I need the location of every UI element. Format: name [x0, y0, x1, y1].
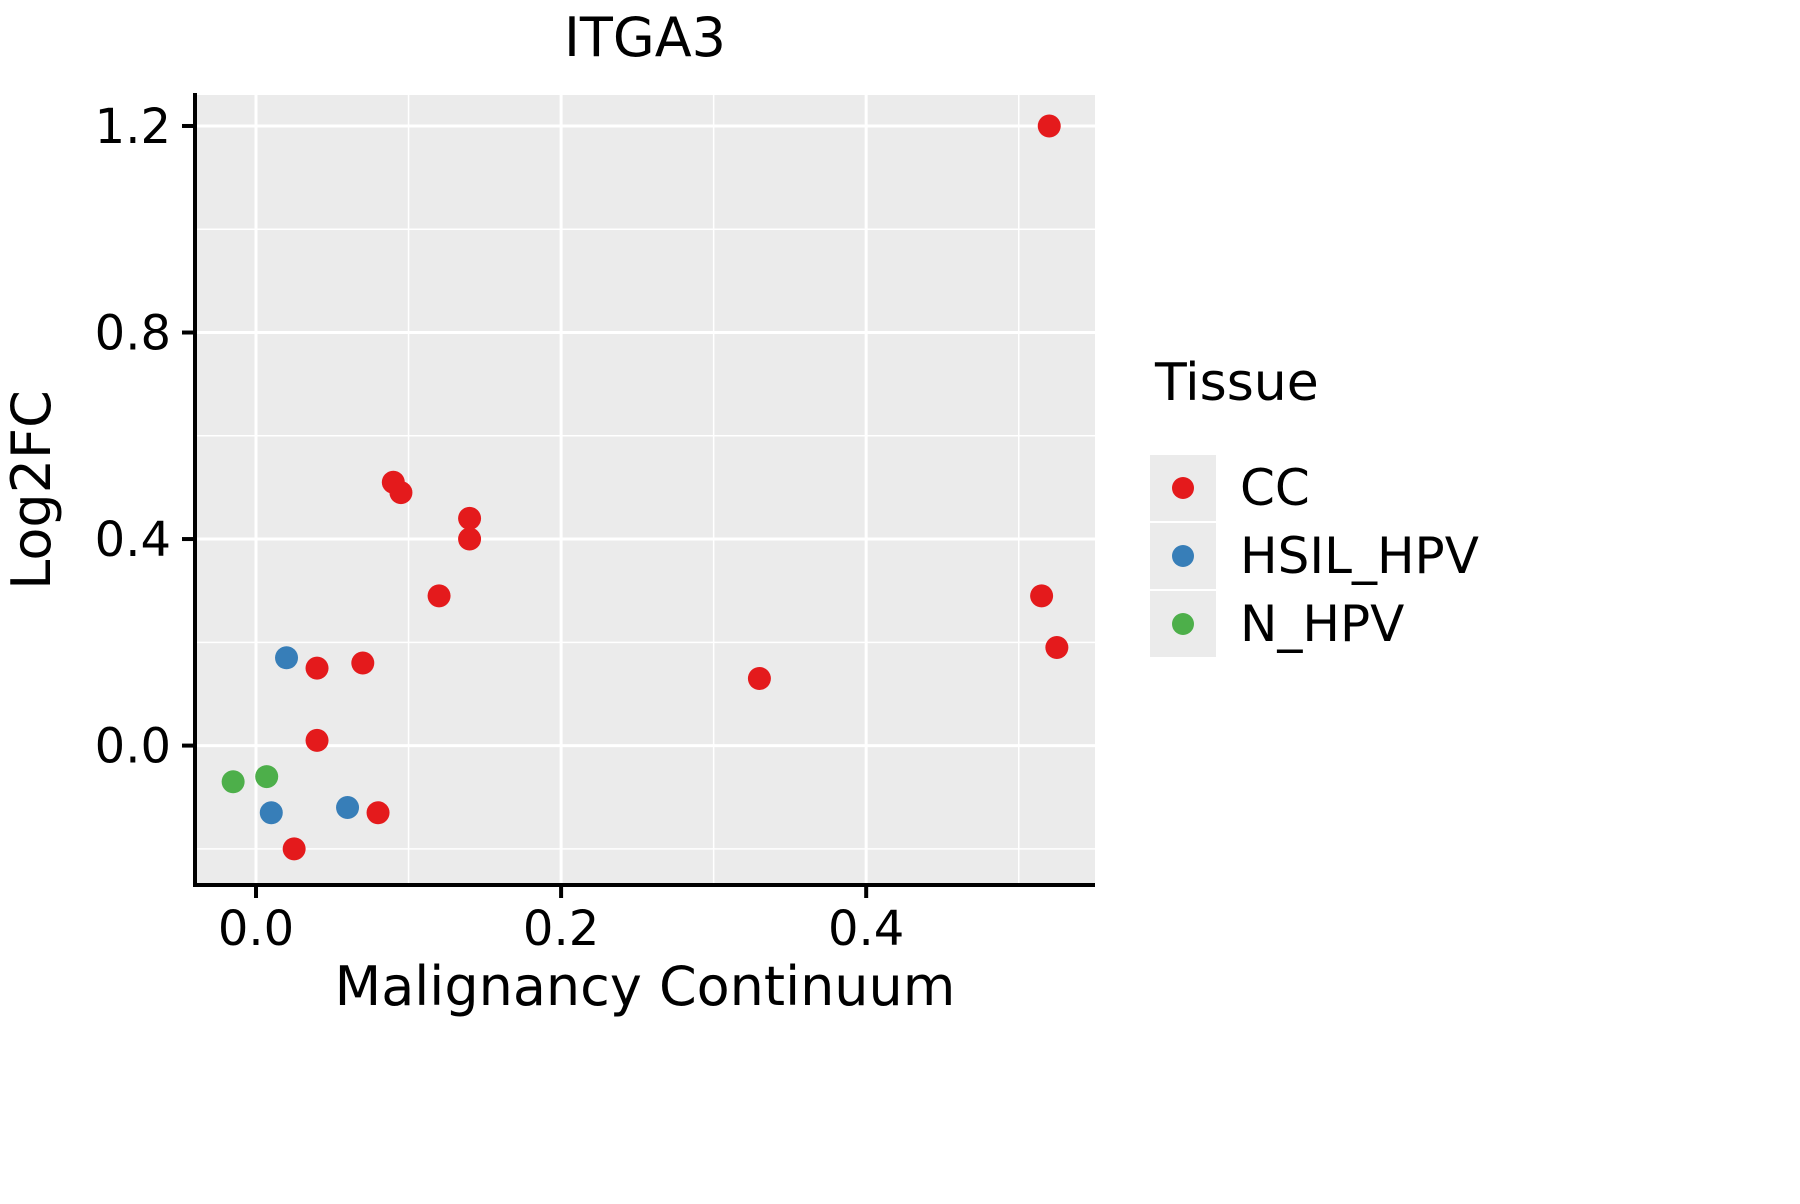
data-point-CC [1045, 635, 1069, 659]
data-point-CC [389, 481, 413, 505]
data-point-CC [747, 666, 771, 690]
x-tick-label: 0.2 [523, 901, 599, 957]
data-point-HSIL_HPV [259, 801, 283, 825]
legend-title: Tissue [1154, 353, 1319, 413]
x-axis-title: Malignancy Continuum [335, 955, 956, 1018]
data-point-N_HPV [255, 765, 279, 789]
x-tick-label: 0.0 [218, 901, 294, 957]
data-point-CC [282, 837, 306, 861]
data-point-HSIL_HPV [336, 796, 360, 820]
x-axis-ticks: 0.0 0.2 0.4 [218, 885, 904, 957]
data-point-N_HPV [221, 770, 245, 794]
legend-key-dot-N_HPV [1172, 613, 1194, 635]
y-tick-label: 0.8 [95, 306, 171, 362]
data-point-CC [351, 651, 375, 675]
legend-label-N_HPV: N_HPV [1240, 595, 1404, 653]
y-tick-label: 1.2 [95, 99, 171, 155]
data-point-HSIL_HPV [275, 646, 299, 670]
legend-key-dot-CC [1172, 477, 1194, 499]
plot-panel [195, 95, 1095, 885]
data-point-CC [1037, 114, 1061, 138]
legend-entries: CC HSIL_HPV N_HPV [1150, 455, 1479, 657]
data-point-CC [1030, 584, 1054, 608]
y-tick-label: 0.4 [95, 512, 171, 568]
legend-label-HSIL_HPV: HSIL_HPV [1240, 527, 1479, 585]
minor-gridlines [195, 95, 1095, 885]
y-axis-ticks: 0.0 0.4 0.8 1.2 [95, 99, 195, 775]
major-gridlines [195, 95, 1095, 885]
data-point-CC [427, 584, 451, 608]
y-tick-label: 0.0 [95, 719, 171, 775]
data-point-CC [305, 728, 329, 752]
data-point-CC [305, 656, 329, 680]
scatter-points [221, 114, 1069, 861]
x-tick-label: 0.4 [828, 901, 904, 957]
legend: Tissue CC HSIL_HPV N_HPV [1150, 353, 1479, 657]
chart-title: ITGA3 [564, 6, 726, 69]
legend-label-CC: CC [1240, 459, 1310, 517]
legend-key-dot-HSIL_HPV [1172, 545, 1194, 567]
data-point-CC [366, 801, 390, 825]
y-axis-title: Log2FC [0, 390, 63, 590]
data-point-CC [458, 527, 482, 551]
data-point-CC [458, 506, 482, 530]
